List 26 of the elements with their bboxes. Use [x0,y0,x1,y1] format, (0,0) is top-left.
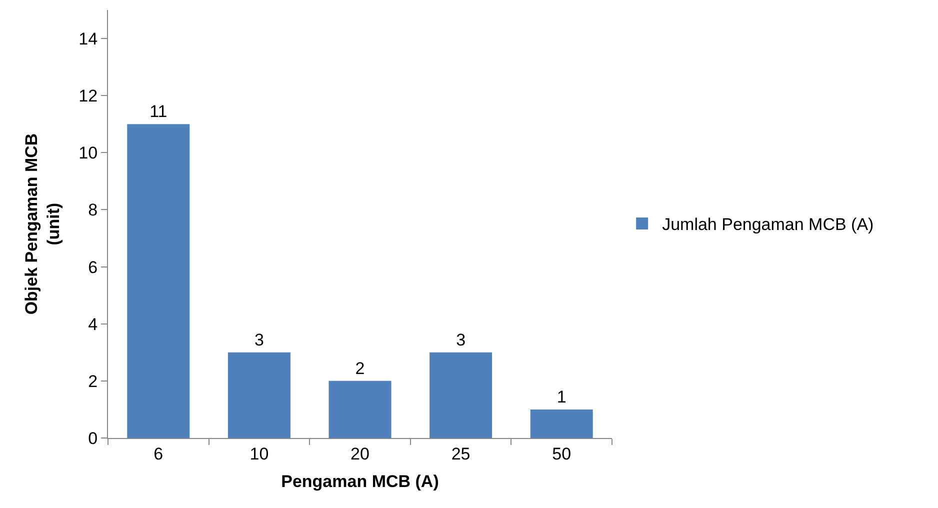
bar [228,352,290,438]
y-tick-label: 6 [88,258,98,277]
data-label: 3 [254,330,264,350]
y-tick-label: 12 [78,86,98,106]
x-axis-title: Pengaman MCB (A) [281,472,439,491]
y-tick-label: 10 [78,144,98,163]
legend-label: Jumlah Pengaman MCB (A) [662,215,874,234]
bar [328,380,392,438]
x-tick-label: 6 [154,444,164,464]
bar [430,352,492,438]
bar [127,124,190,438]
y-axis-title: Objek Pengaman MCB (unit) [22,133,64,315]
x-tick-label: 10 [250,444,269,464]
data-label: 11 [150,102,168,122]
y-tick-label: 4 [88,314,98,334]
bar [530,409,593,438]
data-label: 2 [355,358,365,378]
x-tick-label: 50 [552,444,572,464]
y-tick-label: 2 [88,372,98,391]
x-tick-label: 20 [350,444,370,464]
data-label: 1 [556,387,566,406]
x-tick-label: 25 [451,444,470,464]
y-tick-label: 0 [88,428,98,448]
data-label: 3 [456,330,466,350]
y-tick-label: 14 [78,29,98,48]
y-tick-label: 8 [88,200,98,220]
